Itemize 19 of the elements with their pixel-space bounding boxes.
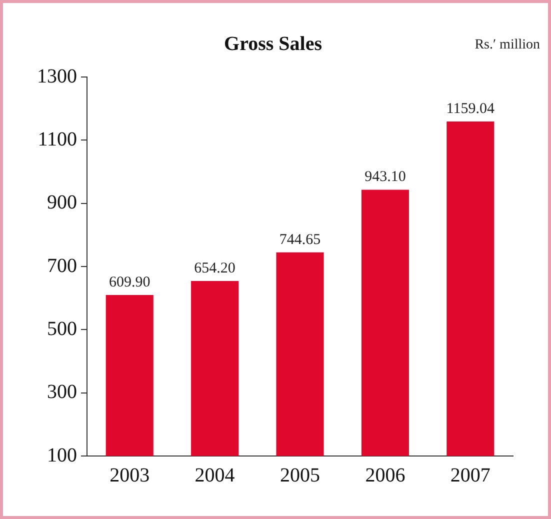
y-tick-label: 300: [47, 381, 77, 404]
x-tick-label: 2006: [365, 464, 406, 486]
data-label: 943.10: [364, 169, 406, 186]
y-tick-label: 1100: [38, 128, 77, 150]
x-tick-label: 2004: [194, 464, 235, 486]
data-label: 609.90: [108, 274, 150, 290]
x-tick-label: 2003: [110, 464, 150, 486]
data-label: 744.65: [279, 232, 321, 248]
data-label: 654.20: [194, 260, 236, 276]
y-tick-label: 900: [47, 192, 77, 214]
y-tick-label: 1300: [37, 65, 77, 88]
data-label: 1159.04: [446, 100, 495, 117]
y-tick-label: 700: [47, 254, 77, 277]
chart-title: Gross Sales: [224, 33, 322, 56]
y-tick-label: 500: [47, 318, 77, 340]
y-tick-label: 100: [47, 444, 77, 466]
x-tick-label: 2007: [450, 464, 490, 486]
text: Rs.′ million: [474, 38, 540, 53]
x-tick-label: 2005: [280, 464, 320, 486]
